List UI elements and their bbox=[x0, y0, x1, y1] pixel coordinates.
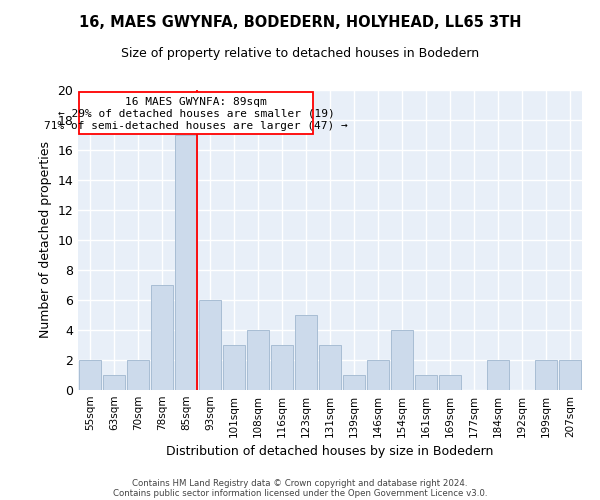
Bar bbox=[199, 300, 221, 390]
Bar bbox=[559, 360, 581, 390]
Bar bbox=[487, 360, 509, 390]
Text: 16 MAES GWYNFA: 89sqm: 16 MAES GWYNFA: 89sqm bbox=[125, 97, 267, 107]
Bar bbox=[439, 375, 461, 390]
Bar bbox=[343, 375, 365, 390]
Text: 16, MAES GWYNFA, BODEDERN, HOLYHEAD, LL65 3TH: 16, MAES GWYNFA, BODEDERN, HOLYHEAD, LL6… bbox=[79, 15, 521, 30]
Bar bbox=[319, 345, 341, 390]
Bar bbox=[79, 360, 101, 390]
Bar bbox=[103, 375, 125, 390]
Text: Contains public sector information licensed under the Open Government Licence v3: Contains public sector information licen… bbox=[113, 488, 487, 498]
Y-axis label: Number of detached properties: Number of detached properties bbox=[39, 142, 52, 338]
Bar bbox=[367, 360, 389, 390]
Bar bbox=[415, 375, 437, 390]
Bar bbox=[151, 285, 173, 390]
Text: Contains HM Land Registry data © Crown copyright and database right 2024.: Contains HM Land Registry data © Crown c… bbox=[132, 478, 468, 488]
Bar bbox=[535, 360, 557, 390]
Bar bbox=[271, 345, 293, 390]
Bar bbox=[127, 360, 149, 390]
Text: 71% of semi-detached houses are larger (47) →: 71% of semi-detached houses are larger (… bbox=[44, 120, 348, 130]
Bar bbox=[247, 330, 269, 390]
X-axis label: Distribution of detached houses by size in Bodedern: Distribution of detached houses by size … bbox=[166, 446, 494, 458]
Bar bbox=[175, 135, 197, 390]
Bar bbox=[295, 315, 317, 390]
FancyBboxPatch shape bbox=[79, 92, 313, 134]
Bar bbox=[391, 330, 413, 390]
Text: ← 29% of detached houses are smaller (19): ← 29% of detached houses are smaller (19… bbox=[58, 109, 335, 118]
Text: Size of property relative to detached houses in Bodedern: Size of property relative to detached ho… bbox=[121, 48, 479, 60]
Bar bbox=[223, 345, 245, 390]
